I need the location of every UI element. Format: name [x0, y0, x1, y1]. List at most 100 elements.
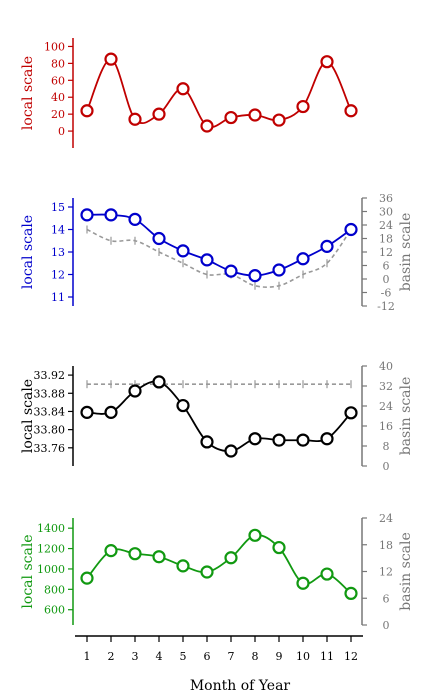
- panel-2-point-6: [200, 253, 214, 267]
- panel-2-y2tick-label: 12: [379, 246, 393, 259]
- panel-4-ytick-label: 800: [44, 583, 65, 596]
- panel-2-point-3: [128, 212, 142, 226]
- panel-3-y2tick-label: 32: [379, 380, 393, 393]
- panel-3-series-line: [86, 380, 352, 452]
- panel-1-point-12: [344, 104, 358, 118]
- panel-2-y2tick-label: 24: [379, 219, 393, 232]
- panel-3-point-5: [176, 398, 190, 413]
- panel-1: 0 20 40 60 80 100 local scale: [20, 38, 358, 148]
- panel-4-point-11: [320, 567, 334, 581]
- panel-4-point-8: [248, 528, 262, 542]
- panel-1-ytick-label: 0: [58, 125, 65, 138]
- panel-2-point-5: [176, 244, 190, 258]
- panel-2-point-7: [224, 264, 238, 278]
- panel-4-y2tick-label: 12: [379, 566, 393, 579]
- panel-2-point-12: [344, 222, 358, 237]
- panel-2-ytick-label: 13: [51, 246, 65, 259]
- panel-4-y2tick-label: 6: [383, 592, 390, 605]
- panel-2-y2tick-label: 0: [383, 273, 390, 286]
- x-tick-label: 1: [84, 650, 91, 663]
- panel-1-ylabel: local scale: [20, 56, 36, 130]
- panel-1-point-7: [224, 110, 238, 125]
- x-tick-label: 10: [296, 650, 310, 663]
- panel-2-y2tick-label: -6: [381, 287, 392, 300]
- x-tick-label: 8: [252, 650, 259, 663]
- x-tick-label: 12: [344, 650, 358, 663]
- panel-3-point-1: [80, 405, 94, 419]
- panel-1-point-1: [80, 104, 94, 118]
- panel-1-ytick-label: 20: [51, 108, 65, 121]
- panel-3-point-6: [200, 435, 214, 449]
- panel-4-point-1: [80, 571, 94, 585]
- x-axis: 1 2 3 4 5 6 7 8 9 10 11 12: [75, 635, 363, 663]
- panel-2-ytick-label: 12: [51, 269, 65, 282]
- panel-1-point-8: [248, 108, 262, 122]
- x-tick-label: 2: [108, 650, 115, 663]
- panel-2-basin-line: [86, 228, 352, 288]
- panel-4-ytick-label: 600: [44, 604, 65, 617]
- panel-3-y2label: basin scale: [398, 377, 414, 456]
- panel-4-y2tick-label: 24: [379, 512, 393, 525]
- panel-3-y2tick-label: 16: [379, 420, 393, 433]
- panel-2-point-8: [248, 269, 262, 283]
- panel-2-point-4: [152, 231, 166, 246]
- panel-2-series-line: [86, 213, 352, 277]
- panel-4-point-3: [128, 547, 142, 561]
- panel-1-point-3: [128, 112, 142, 126]
- panel-1-ytick-label: 80: [51, 57, 65, 70]
- panel-1-point-9: [272, 113, 286, 127]
- panel-4-point-7: [224, 551, 238, 565]
- panel-4-point-4: [152, 550, 166, 564]
- panel-3-y2tick-label: 40: [379, 360, 393, 373]
- x-tick-label: 7: [228, 650, 235, 663]
- x-axis-label: Month of Year: [190, 678, 291, 694]
- panel-3-ytick-label: 33.84: [34, 405, 66, 418]
- panel-3-point-7: [224, 444, 238, 458]
- panel-2-y2tick-label: -12: [377, 300, 395, 313]
- panel-2-point-2: [104, 208, 118, 222]
- panel-3-y2tick-label: 8: [383, 440, 390, 453]
- panel-3-point-4: [152, 375, 166, 389]
- panel-4-point-12: [344, 586, 358, 601]
- panel-2-ylabel: local scale: [20, 215, 36, 289]
- panel-3-y2tick-label: 24: [379, 400, 393, 413]
- panel-3-ytick-label: 33.80: [34, 424, 66, 437]
- panel-2-point-9: [272, 263, 286, 277]
- panel-4-series-line: [86, 534, 352, 595]
- panel-4-y2tick-label: 18: [379, 539, 393, 552]
- panel-2-ytick-label: 15: [51, 201, 65, 214]
- panel-3-point-9: [272, 433, 286, 447]
- panel-4-ylabel: local scale: [20, 534, 36, 608]
- panel-2-y2tick-label: 36: [379, 192, 393, 205]
- panel-1-point-11: [320, 55, 334, 69]
- x-tick-label: 4: [156, 650, 163, 663]
- panel-4-y2label: basin scale: [398, 532, 414, 611]
- panel-1-ytick-label: 60: [51, 74, 65, 87]
- panel-3-ylabel: local scale: [20, 379, 36, 453]
- panel-1-ytick-label: 100: [44, 40, 65, 53]
- x-tick-label: 6: [204, 650, 211, 663]
- panel-4-y2tick-label: 0: [383, 619, 390, 632]
- panel-4-point-2: [104, 544, 118, 558]
- panel-3-point-11: [320, 432, 334, 446]
- panel-4-point-5: [176, 559, 190, 573]
- panel-3-ytick-label: 33.88: [34, 387, 66, 400]
- panel-2-y2tick-label: 30: [379, 206, 393, 219]
- panel-4-point-9: [272, 540, 286, 555]
- panel-1-series-line: [86, 58, 352, 128]
- x-tick-label: 3: [132, 650, 139, 663]
- x-tick-label: 9: [276, 650, 283, 663]
- panel-2-ytick-label: 11: [51, 291, 65, 304]
- panel-1-point-5: [176, 82, 190, 96]
- panel-3-point-8: [248, 432, 262, 446]
- panel-3-point-3: [128, 384, 142, 398]
- x-tick-label: 5: [180, 650, 187, 663]
- panel-4-point-6: [200, 565, 214, 579]
- panel-3-point-12: [344, 406, 358, 420]
- panel-1-point-4: [152, 107, 166, 121]
